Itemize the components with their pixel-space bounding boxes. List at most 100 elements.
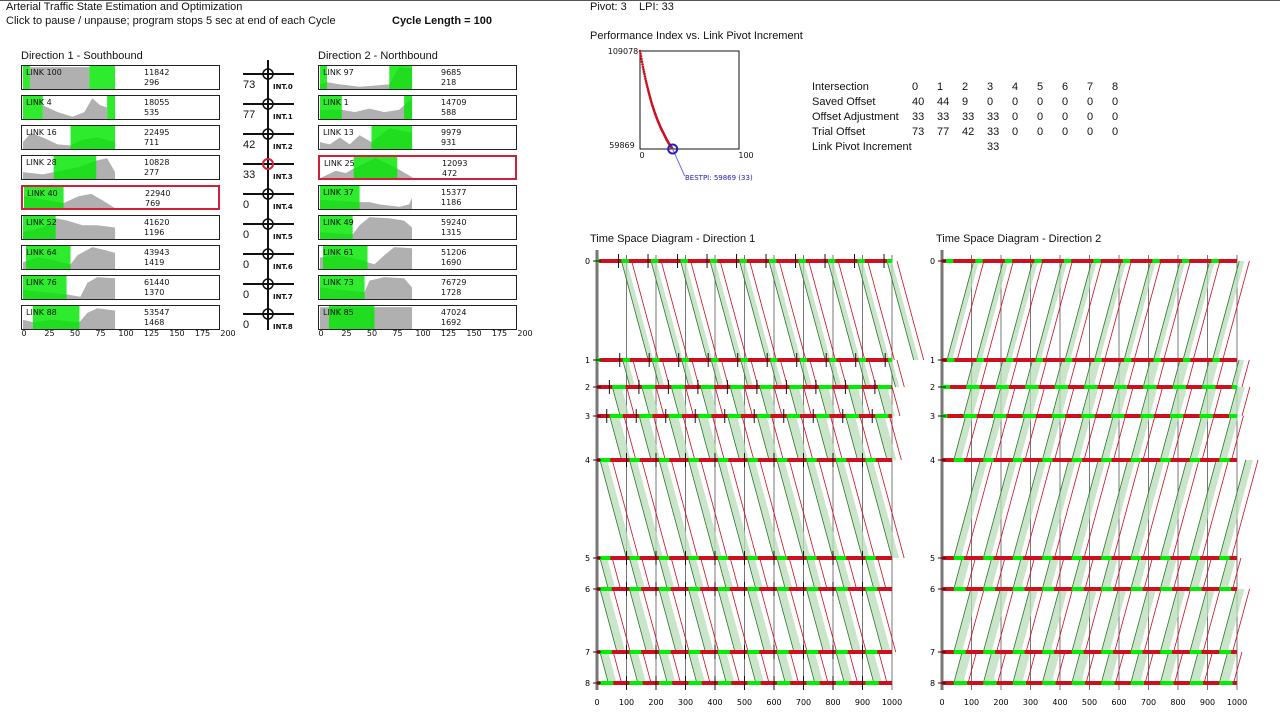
link-box[interactable]: LINK 13 9979 931 bbox=[318, 125, 517, 150]
green-band bbox=[865, 589, 891, 652]
pi-data-point bbox=[643, 72, 646, 76]
table-cell: 40 bbox=[912, 95, 925, 108]
green-band bbox=[1202, 360, 1219, 387]
green-band bbox=[740, 360, 754, 387]
link-box[interactable]: LINK 73 76729 1728 bbox=[318, 275, 517, 300]
link-box[interactable]: LINK 4 18055 535 bbox=[21, 95, 220, 120]
time-axis-tick-label: 1000 bbox=[882, 698, 902, 707]
band-tail-trajectory bbox=[759, 459, 787, 559]
time-axis-tick-label: 700 bbox=[796, 698, 811, 707]
link-box[interactable]: LINK 37 15377 1186 bbox=[318, 185, 517, 210]
band-lead-trajectory bbox=[776, 651, 786, 684]
pivot-label: Pivot: 3 bbox=[590, 1, 627, 13]
intersection-axis-label: 4 bbox=[930, 456, 935, 465]
band-lead-trajectory bbox=[877, 386, 887, 417]
table-cell: 0 bbox=[1112, 110, 1119, 123]
table-cell: 0 bbox=[1012, 110, 1019, 123]
band-lead-trajectory bbox=[756, 415, 770, 461]
band-tail-trajectory bbox=[847, 557, 857, 590]
band-lead-trajectory bbox=[806, 459, 834, 559]
green-band bbox=[983, 416, 1003, 460]
intersection-marker[interactable] bbox=[262, 128, 274, 140]
table-cell: 2 bbox=[962, 80, 969, 93]
link-value-2: 769 bbox=[145, 199, 161, 208]
intersection-marker[interactable] bbox=[262, 68, 274, 80]
band-lead-trajectory bbox=[1071, 415, 1085, 461]
band-tail-trajectory bbox=[1113, 415, 1126, 461]
band-lead-trajectory bbox=[1231, 359, 1240, 388]
green-band bbox=[612, 387, 630, 416]
table-row: Trial Offset 73 77 42 33 0 0 0 0 0 bbox=[812, 124, 1137, 139]
green-band bbox=[1189, 558, 1207, 589]
band-tail-trajectory bbox=[986, 260, 1014, 361]
instructions[interactable]: Click to pause / unpause; program stops … bbox=[6, 15, 336, 27]
link-box[interactable]: LINK 85 47024 1692 bbox=[318, 305, 517, 330]
band-tail-trajectory bbox=[712, 415, 725, 461]
band-lead-trajectory bbox=[599, 651, 609, 684]
intersection-marker[interactable] bbox=[262, 248, 274, 260]
link-box[interactable]: LINK 52 41620 1196 bbox=[21, 215, 220, 240]
green-band bbox=[1172, 360, 1190, 387]
pi-data-point bbox=[639, 52, 642, 55]
link-box[interactable]: LINK 76 61440 1370 bbox=[21, 275, 220, 300]
band-tail-trajectory bbox=[878, 651, 888, 684]
window-top-border bbox=[0, 0, 1280, 1]
table-cell bbox=[937, 139, 962, 154]
green-band bbox=[599, 652, 617, 683]
band-lead-trajectory bbox=[1100, 557, 1111, 590]
green-band bbox=[599, 460, 634, 558]
green-band bbox=[875, 416, 897, 460]
link-box[interactable]: LINK 97 9685 218 bbox=[318, 65, 517, 90]
link-box[interactable]: LINK 88 53547 1468 bbox=[21, 305, 220, 330]
link-box[interactable]: LINK 49 59240 1315 bbox=[318, 215, 517, 240]
time-axis-tick-label: 600 bbox=[1111, 698, 1126, 707]
green-band bbox=[747, 589, 773, 652]
pi-chart-title: Performance Index vs. Link Pivot Increme… bbox=[590, 30, 803, 42]
table-cell: 0 bbox=[1087, 125, 1094, 138]
band-tail-trajectory bbox=[641, 557, 651, 590]
link-value-1: 14709 bbox=[441, 98, 467, 107]
link-box[interactable]: LINK 25 12093 472 bbox=[318, 155, 517, 180]
green-band bbox=[621, 261, 654, 360]
band-tail-trajectory bbox=[967, 651, 977, 684]
table-cell: 5 bbox=[1037, 80, 1044, 93]
green-band bbox=[629, 589, 655, 652]
pi-xtick-0: 0 bbox=[639, 151, 645, 160]
table-cell: 7 bbox=[1087, 80, 1094, 93]
link-box[interactable]: LINK 100 11842 296 bbox=[21, 65, 220, 90]
green-band bbox=[629, 460, 664, 558]
link-box[interactable]: LINK 61 51206 1690 bbox=[318, 245, 517, 270]
offset-value: 77 bbox=[243, 109, 256, 121]
intersection-marker[interactable] bbox=[262, 158, 274, 170]
green-band bbox=[1071, 416, 1091, 460]
intersection-marker[interactable] bbox=[262, 278, 274, 290]
time-axis-tick-label: 200 bbox=[993, 698, 1008, 707]
link-box[interactable]: LINK 28 10828 277 bbox=[21, 155, 220, 180]
intersection-marker[interactable] bbox=[262, 308, 274, 320]
band-tail-trajectory bbox=[655, 386, 665, 417]
band-lead-trajectory bbox=[1169, 386, 1179, 417]
green-band bbox=[1130, 589, 1157, 652]
band-lead-trajectory bbox=[1041, 459, 1070, 559]
link-box[interactable]: LINK 40 22940 769 bbox=[21, 185, 220, 210]
band-lead-trajectory bbox=[717, 588, 736, 653]
green-band bbox=[835, 558, 852, 589]
green-band bbox=[622, 360, 636, 387]
green-interval bbox=[70, 126, 116, 149]
band-lead-trajectory bbox=[847, 386, 857, 417]
intersection-marker[interactable] bbox=[262, 98, 274, 110]
link-box[interactable]: LINK 64 43943 1419 bbox=[21, 245, 220, 270]
intersection-marker[interactable] bbox=[262, 218, 274, 230]
intersection-marker[interactable] bbox=[262, 188, 274, 200]
band-tail-trajectory bbox=[1054, 415, 1067, 461]
green-interval bbox=[89, 66, 116, 89]
link-value-1: 22495 bbox=[144, 128, 170, 137]
intersection-label: INT.6 bbox=[273, 263, 293, 271]
table-cell: 9 bbox=[962, 95, 969, 108]
link-value-2: 711 bbox=[144, 138, 160, 147]
band-tail-trajectory bbox=[896, 260, 925, 361]
green-band bbox=[639, 416, 661, 460]
link-profile-chart bbox=[320, 126, 413, 149]
link-box[interactable]: LINK 16 22495 711 bbox=[21, 125, 220, 150]
link-box[interactable]: LINK 1 14709 588 bbox=[318, 95, 517, 120]
